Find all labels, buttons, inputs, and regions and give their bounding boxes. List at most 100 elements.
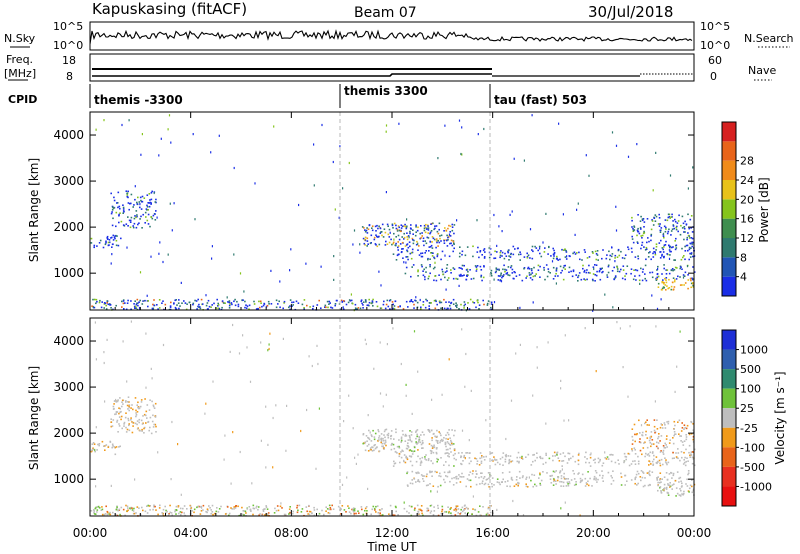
data-cell [660, 450, 662, 452]
data-cell [483, 483, 486, 486]
data-cell [610, 453, 613, 456]
data-cell [126, 246, 128, 249]
data-cell [549, 478, 552, 480]
data-cell [166, 510, 168, 513]
data-cell [650, 228, 653, 231]
data-cell [460, 512, 462, 514]
data-cell [597, 478, 599, 481]
data-cell [121, 405, 123, 408]
data-cell [490, 271, 492, 274]
data-cell [133, 512, 136, 515]
data-cell [660, 481, 662, 483]
data-cell [677, 421, 679, 423]
data-cell [673, 269, 676, 271]
data-cell [195, 300, 198, 302]
data-cell [126, 510, 128, 513]
data-cell [127, 190, 129, 193]
data-cell [145, 414, 147, 417]
data-cell [585, 154, 587, 157]
data-cell [409, 449, 412, 451]
data-cell [421, 447, 423, 449]
data-cell [410, 299, 413, 301]
data-cell [445, 434, 447, 436]
data-cell [143, 197, 146, 199]
data-cell [687, 249, 689, 252]
data-cell [115, 411, 118, 413]
data-cell [186, 508, 188, 510]
data-cell [509, 213, 511, 216]
data-cell [367, 487, 369, 490]
data-cell [177, 505, 180, 507]
data-cell [467, 302, 469, 304]
data-cell [411, 412, 413, 415]
data-cell [633, 225, 635, 227]
data-cell [130, 216, 133, 219]
data-cell [614, 277, 616, 279]
data-cell [565, 249, 567, 252]
data-cell [452, 454, 455, 457]
data-cell [127, 299, 129, 302]
data-cell [413, 303, 415, 306]
data-cell [244, 510, 247, 513]
data-cell [674, 390, 676, 393]
data-cell [556, 454, 558, 456]
data-cell [118, 508, 121, 511]
data-cell [616, 270, 619, 273]
data-cell [643, 442, 645, 444]
data-cell [423, 244, 425, 247]
data-cell [155, 198, 157, 201]
data-cell [404, 435, 406, 437]
data-cell [400, 227, 403, 229]
data-cell [127, 401, 129, 403]
data-cell [150, 216, 152, 218]
data-cell [380, 433, 383, 435]
data-cell [640, 470, 643, 472]
data-cell [175, 513, 177, 515]
data-cell [367, 450, 370, 452]
data-cell [605, 458, 608, 460]
data-cell [557, 476, 559, 479]
data-cell [568, 266, 571, 269]
data-cell [360, 300, 362, 303]
data-cell [530, 479, 532, 482]
data-cell [495, 268, 498, 270]
data-cell [192, 303, 194, 306]
data-cell [400, 436, 403, 439]
data-cell [95, 358, 97, 361]
data-cell [106, 510, 109, 513]
data-cell [526, 256, 529, 259]
data-cell [431, 437, 433, 439]
data-cell [440, 438, 443, 441]
data-cell [387, 434, 390, 437]
data-cell [93, 246, 95, 249]
data-cell [99, 239, 102, 242]
data-cell [555, 282, 557, 285]
data-cell [397, 306, 400, 308]
data-cell [372, 429, 374, 432]
data-cell [554, 480, 557, 482]
data-cell [682, 276, 685, 279]
data-cell [567, 484, 570, 487]
data-cell [265, 506, 268, 509]
data-cell [681, 268, 683, 270]
nave-tick-bottom: 0 [710, 70, 717, 83]
data-cell [636, 241, 639, 243]
data-cell [126, 302, 129, 304]
data-cell [306, 408, 308, 412]
data-cell [438, 475, 440, 477]
data-cell [183, 512, 185, 515]
data-cell [595, 258, 598, 261]
data-cell [681, 284, 683, 286]
data-cell [105, 304, 107, 307]
data-cell [429, 512, 432, 514]
data-cell [454, 429, 456, 432]
data-cell [586, 458, 588, 460]
data-cell [153, 506, 155, 508]
data-cell [460, 267, 462, 269]
data-cell [537, 249, 539, 252]
data-cell [443, 307, 446, 310]
data-cell [103, 303, 106, 305]
data-cell [526, 486, 529, 488]
data-cell [663, 490, 665, 492]
data-cell [348, 161, 350, 165]
